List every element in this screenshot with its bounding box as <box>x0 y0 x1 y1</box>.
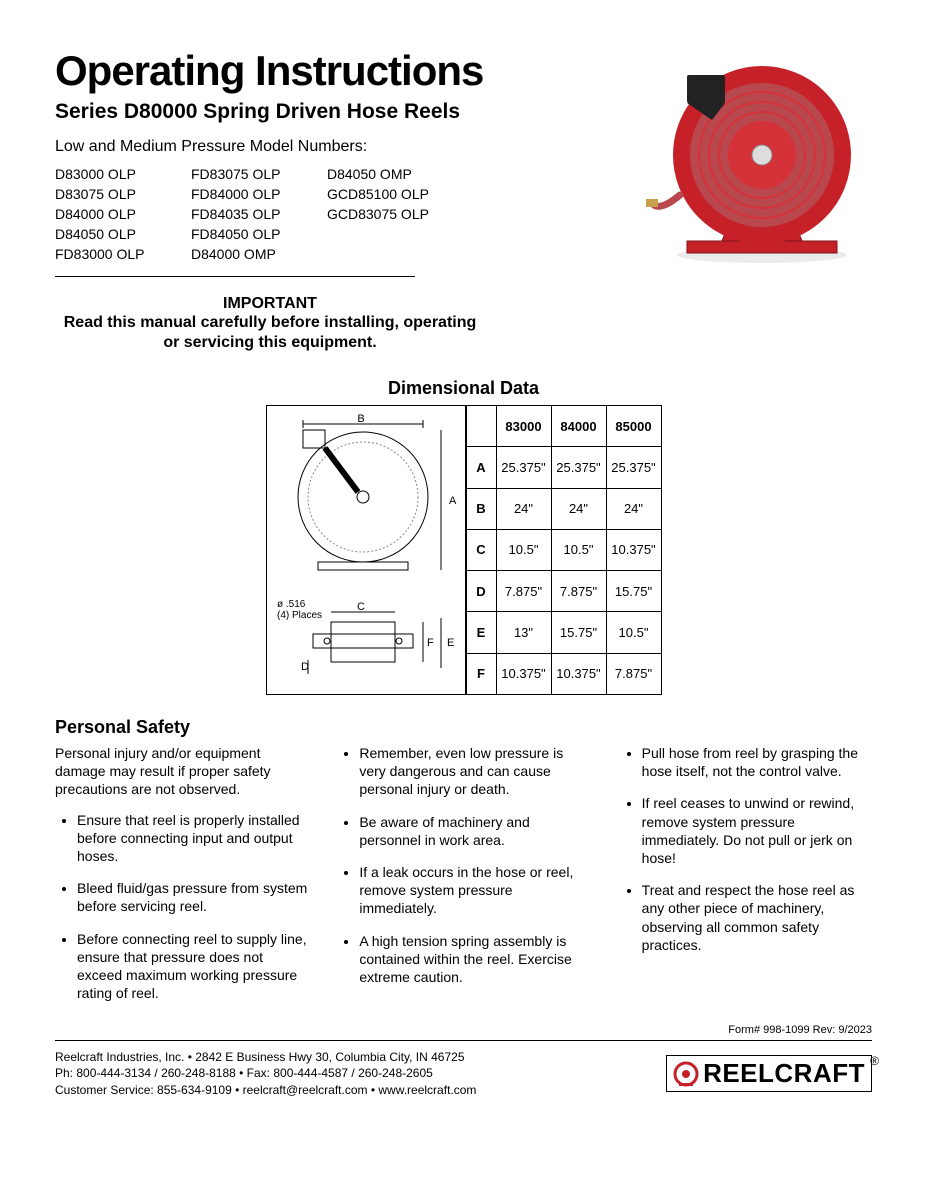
cell: 24" <box>496 488 551 529</box>
safety-item: If reel ceases to unwind or rewind, remo… <box>642 794 872 867</box>
models-label: Low and Medium Pressure Model Numbers: <box>55 138 642 156</box>
form-number: Form# 998-1099 Rev: 9/2023 <box>55 1024 872 1036</box>
cell: 24" <box>606 488 661 529</box>
header-row: Operating Instructions Series D80000 Spr… <box>55 50 872 378</box>
reel-icon <box>673 1061 699 1087</box>
model: D84050 OMP <box>327 166 457 182</box>
safety-item: Before connecting reel to supply line, e… <box>77 930 307 1003</box>
dimensional-row: B A ø .516 (4) Places C D F E <box>55 405 872 695</box>
footer-text: Reelcraft Industries, Inc. • 2842 E Busi… <box>55 1049 476 1098</box>
model: FD83075 OLP <box>191 166 321 182</box>
registered-mark: ® <box>870 1054 879 1068</box>
model: FD84035 OLP <box>191 206 321 222</box>
safety-item: Ensure that reel is properly installed b… <box>77 811 307 866</box>
model: D84000 OLP <box>55 206 185 222</box>
safety-item: If a leak occurs in the hose or reel, re… <box>359 863 589 918</box>
brand-name: REELCRAFT <box>703 1058 865 1089</box>
dim-f: F <box>427 637 434 649</box>
dim-b: B <box>357 413 364 425</box>
cell: 15.75" <box>606 571 661 612</box>
safety-title: Personal Safety <box>55 717 872 738</box>
safety-item: Be aware of machinery and personnel in w… <box>359 813 589 849</box>
model: FD84050 OLP <box>191 226 321 242</box>
cell: 10.375" <box>551 653 606 694</box>
dim-hole: ø .516 <box>277 599 306 610</box>
safety-item: Pull hose from reel by grasping the hose… <box>642 744 872 780</box>
model: GCD83075 OLP <box>327 206 457 222</box>
safety-item: Remember, even low pressure is very dang… <box>359 744 589 799</box>
cell: 7.875" <box>551 571 606 612</box>
cell: 25.375" <box>496 447 551 488</box>
model <box>327 226 457 242</box>
cell: 10.5" <box>606 612 661 653</box>
safety-col-3: Pull hose from reel by grasping the hose… <box>620 744 872 1016</box>
safety-col-1: Personal injury and/or equipment damage … <box>55 744 307 1016</box>
models-grid: D83000 OLP FD83075 OLP D84050 OMP D83075… <box>55 166 455 262</box>
dim-c: C <box>357 601 365 613</box>
cell: 10.375" <box>606 529 661 570</box>
cell: 10.375" <box>496 653 551 694</box>
cell: 15.75" <box>551 612 606 653</box>
footer: Reelcraft Industries, Inc. • 2842 E Busi… <box>55 1049 872 1098</box>
cell: 25.375" <box>606 447 661 488</box>
dimensional-title: Dimensional Data <box>55 378 872 399</box>
model: FD84000 OLP <box>191 186 321 202</box>
row-label: F <box>466 653 496 694</box>
model: GCD85100 OLP <box>327 186 457 202</box>
svg-text:(4) Places: (4) Places <box>277 610 322 621</box>
safety-columns: Personal injury and/or equipment damage … <box>55 744 872 1016</box>
row-label: C <box>466 529 496 570</box>
dim-a: A <box>449 495 457 507</box>
important-body: Read this manual carefully before instal… <box>55 313 485 353</box>
row-label: D <box>466 571 496 612</box>
product-image <box>642 55 872 285</box>
safety-item: Treat and respect the hose reel as any o… <box>642 881 872 954</box>
model: FD83000 OLP <box>55 246 185 262</box>
model: D83000 OLP <box>55 166 185 182</box>
safety-intro: Personal injury and/or equipment damage … <box>55 744 307 799</box>
col-header: 84000 <box>551 406 606 447</box>
footer-line: Reelcraft Industries, Inc. • 2842 E Busi… <box>55 1049 476 1065</box>
cell: 7.875" <box>496 571 551 612</box>
model: D84000 OMP <box>191 246 321 262</box>
cell: 25.375" <box>551 447 606 488</box>
row-label: B <box>466 488 496 529</box>
row-label: E <box>466 612 496 653</box>
model: D83075 OLP <box>55 186 185 202</box>
footer-divider <box>55 1040 872 1041</box>
cell: 13" <box>496 612 551 653</box>
dimensional-diagram: B A ø .516 (4) Places C D F E <box>266 405 466 695</box>
model <box>327 246 457 262</box>
dim-d: D <box>301 661 309 673</box>
cell: 10.5" <box>496 529 551 570</box>
footer-line: Ph: 800-444-3134 / 260-248-8188 • Fax: 8… <box>55 1065 476 1081</box>
divider <box>55 276 415 277</box>
safety-item: Bleed fluid/gas pressure from system bef… <box>77 879 307 915</box>
brand-logo: REELCRAFT ® <box>666 1055 872 1092</box>
col-header: 83000 <box>496 406 551 447</box>
dim-e: E <box>447 637 454 649</box>
safety-col-2: Remember, even low pressure is very dang… <box>337 744 589 1016</box>
important-block: IMPORTANT Read this manual carefully bef… <box>55 295 485 353</box>
important-title: IMPORTANT <box>55 295 485 313</box>
footer-line: Customer Service: 855-634-9109 • reelcra… <box>55 1082 476 1098</box>
page-title: Operating Instructions <box>55 50 642 92</box>
cell: 7.875" <box>606 653 661 694</box>
dimensional-table: 83000 84000 85000 A25.375"25.375"25.375"… <box>466 405 662 695</box>
cell: 24" <box>551 488 606 529</box>
row-label: A <box>466 447 496 488</box>
cell: 10.5" <box>551 529 606 570</box>
col-header: 85000 <box>606 406 661 447</box>
subtitle: Series D80000 Spring Driven Hose Reels <box>55 100 642 124</box>
model: D84050 OLP <box>55 226 185 242</box>
safety-item: A high tension spring assembly is contai… <box>359 932 589 987</box>
header-text: Operating Instructions Series D80000 Spr… <box>55 50 642 378</box>
